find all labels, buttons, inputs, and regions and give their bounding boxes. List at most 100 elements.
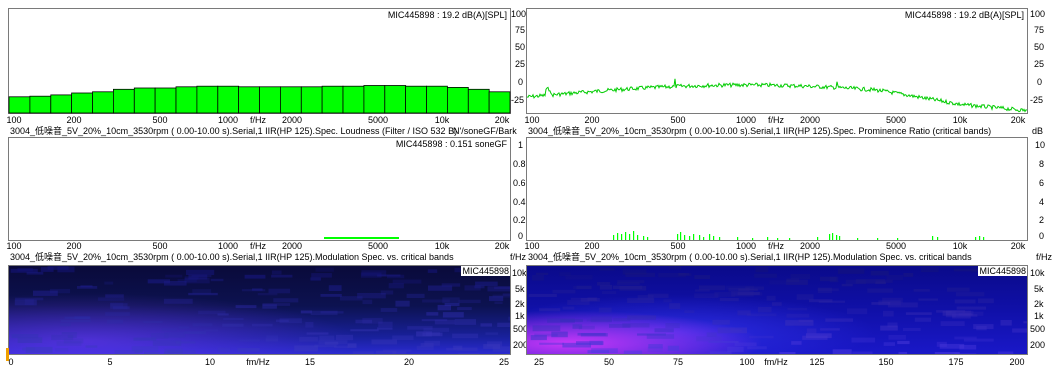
- spectrogram-cell: [67, 334, 77, 338]
- y-tick: 25: [515, 59, 526, 69]
- spectrogram-cell: [954, 336, 977, 340]
- spectrogram-cell: [699, 285, 725, 291]
- spectrogram-cell: [738, 288, 758, 291]
- spectrogram-cell: [841, 283, 853, 287]
- y-tick: 100: [511, 9, 527, 19]
- spectrogram-cell: [658, 273, 686, 278]
- spectrogram-cell: [422, 332, 443, 337]
- spectrogram-cell: [483, 344, 501, 349]
- y-tick: 0.8: [513, 159, 526, 169]
- spectrogram-cell: [1012, 328, 1027, 333]
- spectrogram-cell: [875, 281, 886, 285]
- spectrogram-cell: [320, 294, 342, 297]
- spectrogram-cell: [754, 273, 777, 278]
- spectrogram-cell: [551, 331, 568, 338]
- spectrogram-cell: [599, 284, 613, 290]
- spectrogram-cell: [134, 349, 143, 353]
- spectrogram-cell: [805, 333, 832, 339]
- prominence-plot[interactable]: MIC445898 : 19.2 dB(A)[SPL]: [526, 8, 1028, 114]
- spectrogram-cell: [26, 271, 44, 275]
- spectrogram-cell: [217, 347, 231, 353]
- spectrogram-cell: [110, 303, 128, 310]
- spectrogram-cell: [336, 334, 354, 341]
- x-tick: 5: [107, 357, 113, 367]
- y-tick: 100: [1030, 9, 1046, 19]
- modulation-left-info: MIC445898 : 0.151 soneGF: [394, 139, 508, 149]
- x-axis-label: f/Hz: [767, 115, 785, 125]
- spectrogram-cell: [945, 310, 972, 316]
- spectrogram-cell: [598, 307, 612, 313]
- spectrogram-cell: [266, 335, 278, 339]
- spectrogram-cell: [300, 310, 312, 314]
- spectrogram-cell: [198, 310, 226, 315]
- spectrogram-cell: [883, 342, 895, 346]
- spectrogram-cell: [361, 270, 387, 276]
- spectrogram-cell: [791, 341, 802, 345]
- modulation-right-bar: [713, 236, 715, 240]
- spectrogram-cell: [152, 340, 182, 346]
- spectrogram-cell: [953, 268, 979, 272]
- spectrogram-cell: [314, 344, 337, 348]
- x-tick: 500: [670, 241, 686, 251]
- y-tick: 5k: [1034, 284, 1044, 294]
- x-axis-label: f/Hz: [249, 241, 267, 251]
- loudness-bar: [446, 87, 469, 114]
- spectrogram-cell: [47, 266, 69, 270]
- spectrogram-cell: [437, 304, 451, 311]
- spectrogram-cell: [305, 322, 314, 328]
- x-tick: 10k: [434, 115, 450, 125]
- spectrogram-cell: [577, 332, 606, 336]
- modulation-right-bar: [937, 237, 939, 240]
- y-tick: 10: [1035, 140, 1046, 150]
- spectrogram-left-texture: [10, 266, 510, 354]
- spectrogram-cell: [819, 276, 837, 282]
- spectrogram-cell: [838, 268, 865, 274]
- cursor-marker[interactable]: [6, 348, 9, 361]
- y-tick: 200: [1030, 340, 1046, 350]
- y-tick: 6: [1039, 178, 1045, 188]
- spectrogram-cell: [597, 281, 611, 286]
- spectrogram-cell: [98, 297, 125, 301]
- spectrogram-cell: [133, 337, 157, 341]
- spectrogram-cell: [175, 341, 196, 344]
- spectrogram-cell: [786, 279, 808, 285]
- spectrogram-cell: [320, 311, 344, 314]
- spectrogram-cell: [962, 311, 984, 316]
- spectrogram-cell: [362, 299, 373, 305]
- spectrogram-cell: [609, 323, 631, 328]
- spectrogram-cell: [485, 332, 498, 335]
- spectrogram-cell: [15, 297, 44, 301]
- loudness-plot[interactable]: MIC445898 : 19.2 dB(A)[SPL]: [8, 8, 511, 114]
- spectrogram-cell: [637, 294, 654, 300]
- spectrogram-cell: [747, 346, 767, 350]
- modulation-left-caption: 3004_低噪音_5V_20%_10cm_3530rpm ( 0.00-10.0…: [10, 252, 454, 262]
- spectrogram-cell: [380, 290, 394, 295]
- spectrogram-cell: [163, 298, 193, 304]
- spectrogram-cell: [832, 349, 852, 354]
- spectrogram-cell: [453, 345, 463, 350]
- spectrogram-cell: [237, 348, 260, 352]
- spectrogram-right[interactable]: MIC445898: [526, 265, 1028, 355]
- spectrogram-cell: [22, 347, 36, 351]
- modulation-left-plot[interactable]: MIC445898 : 0.151 soneGF: [8, 137, 511, 241]
- spectrogram-cell: [954, 353, 977, 354]
- spectrogram-cell: [532, 325, 561, 332]
- modulation-left-trace: [324, 237, 399, 239]
- spectrogram-cell: [576, 285, 592, 290]
- spectrogram-left[interactable]: MIC445898: [8, 265, 511, 355]
- modulation-right-plot[interactable]: [526, 137, 1028, 241]
- spectrogram-cell: [428, 285, 453, 291]
- spectrogram-cell: [534, 333, 558, 337]
- spectrogram-cell: [654, 328, 674, 333]
- spectrogram-cell: [921, 267, 939, 273]
- y-tick: -25: [1030, 95, 1044, 105]
- spectrogram-cell: [552, 289, 576, 294]
- x-tick: 5000: [367, 241, 389, 251]
- y-tick: 0: [518, 77, 524, 87]
- spectrogram-cell: [239, 339, 260, 342]
- spectrogram-cell: [279, 318, 302, 324]
- spectrogram-cell: [696, 336, 722, 342]
- spectrogram-cell: [535, 272, 549, 275]
- x-tick: 100: [6, 115, 22, 125]
- spectrogram-cell: [427, 269, 438, 273]
